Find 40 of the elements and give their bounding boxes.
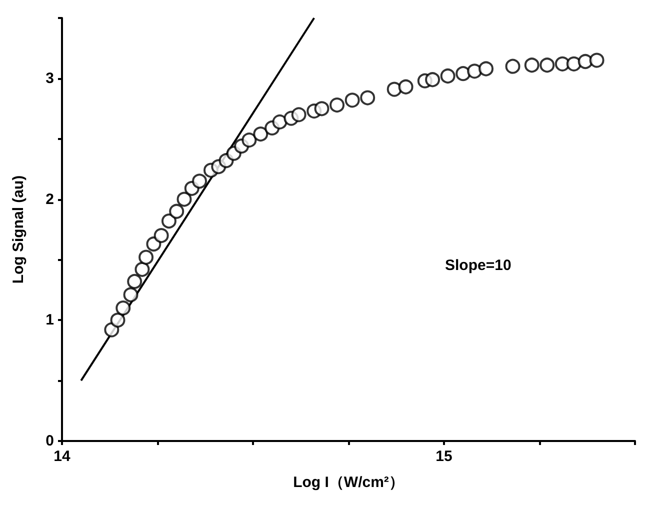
point xyxy=(314,101,330,116)
point xyxy=(127,274,142,289)
point xyxy=(253,126,268,142)
y-tick-label: 3 xyxy=(46,70,54,87)
point xyxy=(192,174,208,189)
point xyxy=(242,132,257,148)
x-axis-title: Log I（W/cm²） xyxy=(293,474,404,491)
point xyxy=(440,68,456,84)
point xyxy=(589,52,604,68)
point xyxy=(161,214,176,229)
y-tick-label: 0 xyxy=(46,432,54,450)
point xyxy=(360,90,376,106)
point xyxy=(123,287,138,302)
point xyxy=(524,58,540,73)
point xyxy=(467,64,482,79)
point xyxy=(110,312,126,328)
point xyxy=(386,82,402,97)
point xyxy=(272,114,288,130)
point xyxy=(425,72,440,88)
point xyxy=(505,58,520,74)
point xyxy=(169,204,184,219)
point xyxy=(566,56,582,72)
point xyxy=(176,192,192,207)
x-tick-label: 14 xyxy=(54,448,71,465)
point xyxy=(398,79,414,94)
point xyxy=(134,262,150,277)
point xyxy=(291,107,306,122)
y-tick-label: 2 xyxy=(46,190,54,208)
y-axis-title: Log Signal (au) xyxy=(10,175,27,284)
y-tick-label: 1 xyxy=(46,312,54,329)
point xyxy=(344,92,360,108)
point xyxy=(456,66,471,82)
annotation: Slope=10 xyxy=(445,257,512,274)
x-tick-label: 15 xyxy=(436,448,452,465)
point xyxy=(116,300,131,316)
point xyxy=(540,58,555,73)
point xyxy=(330,98,345,113)
point xyxy=(138,250,154,265)
point xyxy=(154,228,169,244)
point xyxy=(478,61,494,76)
